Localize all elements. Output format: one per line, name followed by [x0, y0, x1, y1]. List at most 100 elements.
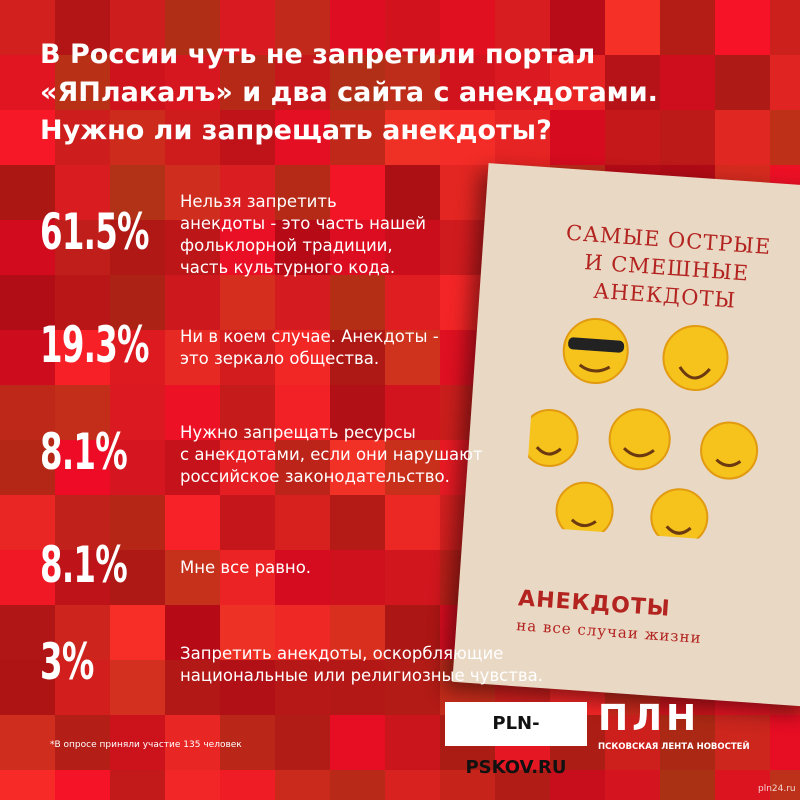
tile — [0, 770, 55, 800]
logo-caption: ПСКОВСКАЯ ЛЕНТА НОВОСТЕЙ — [598, 742, 750, 752]
tile — [770, 110, 800, 165]
tile — [330, 330, 385, 385]
tile — [110, 495, 165, 550]
tile — [110, 0, 165, 55]
tile — [770, 0, 800, 55]
tile — [440, 0, 495, 55]
tile — [165, 385, 220, 440]
answer: Мне все равно. — [180, 557, 311, 579]
tile — [110, 440, 165, 495]
watermark: pln24.ru — [758, 784, 796, 794]
tile — [0, 220, 55, 275]
tile — [330, 440, 385, 495]
percent: 8.1% — [40, 423, 128, 481]
tile — [275, 660, 330, 715]
answer: Нельзя запретить анекдоты - это часть наш… — [180, 191, 426, 279]
tile — [385, 770, 440, 800]
tile — [0, 165, 55, 220]
footnote: *В опросе приняли участие 135 человек — [50, 740, 242, 750]
emojis — [523, 318, 759, 544]
title-line: Нужно ли запрещать анекдоты? — [40, 115, 552, 146]
tile — [110, 55, 165, 110]
tile — [385, 495, 440, 550]
tile — [330, 495, 385, 550]
tile — [715, 0, 770, 55]
tile — [275, 605, 330, 660]
tile — [0, 605, 55, 660]
percent: 61.5% — [40, 203, 149, 261]
tile — [55, 110, 110, 165]
tile — [275, 220, 330, 275]
tile — [715, 55, 770, 110]
tile — [330, 715, 385, 770]
tile — [770, 55, 800, 110]
answer-line: Нельзя запретить — [180, 192, 337, 211]
tile — [165, 715, 220, 770]
tile — [220, 165, 275, 220]
tile — [275, 770, 330, 800]
tile — [330, 550, 385, 605]
tile — [330, 0, 385, 55]
tile — [0, 550, 55, 605]
tile — [220, 385, 275, 440]
tile — [330, 55, 385, 110]
logo: ПЛН — [598, 698, 701, 739]
tile — [110, 275, 165, 330]
tile — [0, 330, 55, 385]
answer-line: часть культурного кода. — [180, 258, 396, 277]
answer-line: Запретить анекдоты, оскорбляющие — [180, 644, 504, 663]
tile — [110, 220, 165, 275]
tile — [0, 275, 55, 330]
tile — [440, 770, 495, 800]
tile — [385, 605, 440, 660]
tile — [330, 110, 385, 165]
tile — [55, 715, 110, 770]
tile — [220, 55, 275, 110]
tile — [330, 275, 385, 330]
tile — [385, 715, 440, 770]
tile — [715, 715, 770, 770]
tile — [55, 440, 110, 495]
tile — [275, 385, 330, 440]
tile — [550, 0, 605, 55]
tile — [275, 715, 330, 770]
tile — [605, 110, 660, 165]
answer-line: Ни в коем случае. Анекдоты - — [180, 327, 439, 346]
book-tagline: на все случаи жизни — [515, 616, 703, 648]
book: Самые острые и смешные анекдоты Анекдоты … — [452, 163, 800, 707]
tile — [385, 330, 440, 385]
tile — [110, 770, 165, 800]
tile — [220, 110, 275, 165]
tile — [165, 440, 220, 495]
tile — [330, 165, 385, 220]
answer-line: с анекдотами, если они нарушают — [180, 445, 483, 464]
tile — [220, 275, 275, 330]
tile — [110, 330, 165, 385]
answer: Нужно запрещать ресурсы с анекдотами, есл… — [180, 422, 483, 488]
tile — [385, 220, 440, 275]
tile — [220, 550, 275, 605]
tile — [550, 770, 605, 800]
tile — [0, 110, 55, 165]
answer-line: Мне все равно. — [180, 558, 312, 577]
tile — [165, 550, 220, 605]
tile — [330, 660, 385, 715]
tile — [55, 220, 110, 275]
tile — [0, 0, 55, 55]
answer-line: национальные или религиозные чувства. — [180, 666, 543, 685]
tile — [165, 0, 220, 55]
answer-line: это зеркало общества. — [180, 349, 380, 368]
tile — [275, 0, 330, 55]
tile — [165, 110, 220, 165]
title-line: В России чуть не запретили портал — [40, 39, 596, 70]
tile — [385, 55, 440, 110]
tile — [715, 110, 770, 165]
tile — [55, 550, 110, 605]
tile — [165, 275, 220, 330]
tile — [385, 385, 440, 440]
tile — [55, 385, 110, 440]
tile — [275, 440, 330, 495]
tile — [110, 110, 165, 165]
tile — [550, 110, 605, 165]
answer-line: фольклорной традиции, — [180, 236, 393, 255]
